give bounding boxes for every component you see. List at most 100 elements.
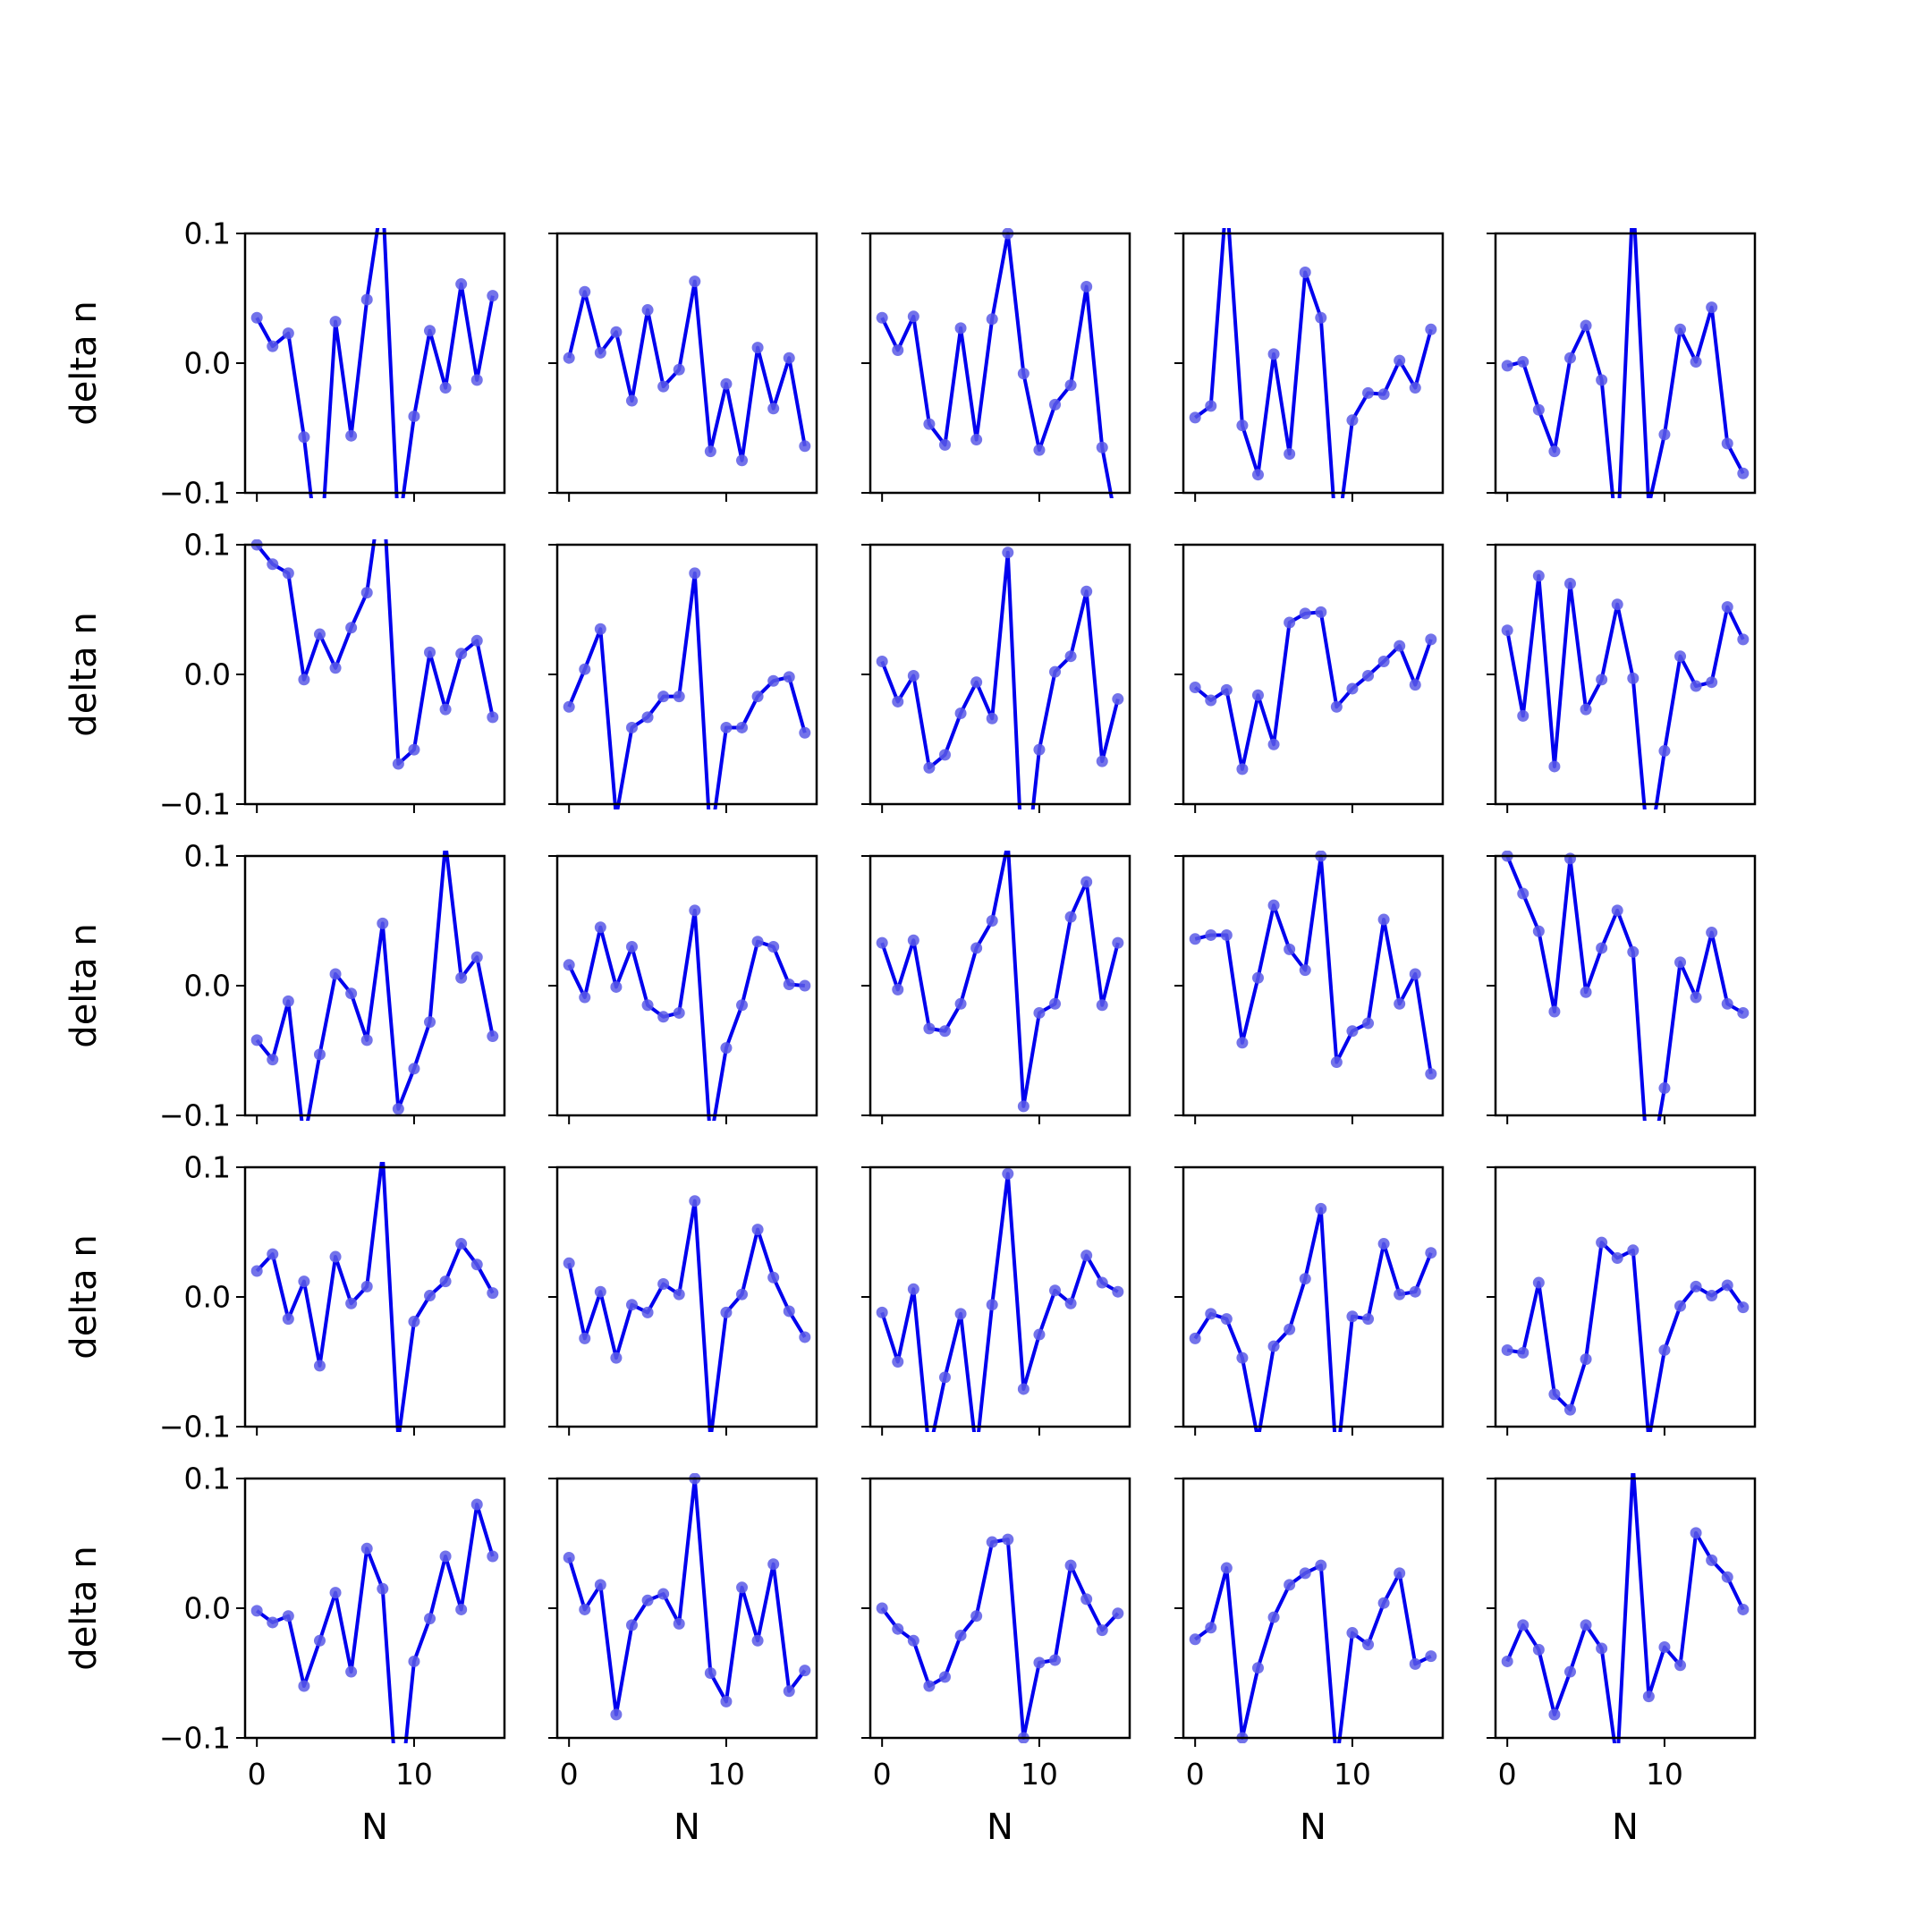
data-point <box>1394 640 1406 652</box>
data-point <box>610 1708 623 1721</box>
data-area <box>250 539 499 770</box>
data-point <box>1611 598 1623 611</box>
data-area <box>563 1473 811 1721</box>
data-point <box>720 1042 733 1055</box>
panel-grid: −0.1 0.0 0.1 delta n −0.1 0.0 0.1 delta n −0.1 0.… <box>64 216 1757 1848</box>
data-point <box>907 1634 919 1647</box>
data-area <box>563 567 811 809</box>
data-point <box>892 344 904 356</box>
data-point <box>487 1550 499 1563</box>
data-point <box>970 1610 983 1623</box>
data-point <box>923 418 936 430</box>
data-point <box>298 1275 310 1288</box>
data-area <box>563 1195 811 1432</box>
data-point <box>408 1063 420 1075</box>
data-point <box>329 316 342 328</box>
data-point <box>439 382 452 394</box>
data-point <box>1080 1593 1093 1606</box>
data-point <box>1205 400 1217 412</box>
data-point <box>1236 763 1249 775</box>
subplot-r0-c2 <box>861 228 1131 502</box>
data-point <box>1532 1276 1545 1289</box>
series-line <box>567 1477 807 1716</box>
data-point <box>799 440 811 453</box>
data-point <box>594 921 606 934</box>
data-point <box>767 941 780 953</box>
data-point <box>1548 760 1561 773</box>
data-point <box>610 326 623 338</box>
data-point <box>1658 1641 1671 1653</box>
y-tick-label: 0.1 <box>184 528 231 563</box>
data-point <box>1596 942 1608 954</box>
data-point <box>783 979 795 991</box>
data-point <box>1377 913 1390 926</box>
data-point <box>1721 1279 1733 1292</box>
data-point <box>1532 570 1545 582</box>
y-axis-label: delta n <box>64 612 105 736</box>
data-point <box>250 311 263 324</box>
data-point <box>408 410 420 422</box>
series-line <box>1194 854 1433 1074</box>
data-point <box>1409 679 1421 691</box>
series-line <box>255 1162 495 1432</box>
data-point <box>1563 852 1576 865</box>
data-point <box>345 1665 358 1678</box>
data-point <box>704 1667 716 1679</box>
y-tick-label: 0.0 <box>184 346 231 381</box>
data-point <box>751 1224 764 1236</box>
data-point <box>1674 650 1687 663</box>
data-point <box>1112 693 1124 706</box>
data-area <box>563 904 811 1121</box>
data-point <box>1658 1082 1671 1095</box>
data-point <box>751 936 764 948</box>
data-point <box>298 1680 310 1692</box>
data-point <box>392 1103 404 1115</box>
data-point <box>345 622 358 634</box>
data-point <box>625 1619 638 1631</box>
data-point <box>1112 1285 1124 1298</box>
data-point <box>1299 267 1311 278</box>
data-point <box>298 674 310 686</box>
data-point <box>1096 441 1108 453</box>
subplot-r0-c0: −0.1 0.0 0.1 delta n <box>64 216 506 511</box>
data-point <box>1112 1607 1124 1620</box>
data-point <box>1611 904 1623 917</box>
series-line <box>880 1172 1119 1432</box>
data-point <box>1706 1554 1718 1566</box>
data-point <box>313 1048 326 1061</box>
data-point <box>563 352 575 364</box>
x-tick-label: 0 <box>560 1757 579 1792</box>
data-point <box>1563 1403 1576 1416</box>
data-point <box>1737 1301 1750 1314</box>
data-point <box>1362 1017 1375 1030</box>
series-line <box>1506 1241 1745 1432</box>
data-point <box>1517 1619 1530 1631</box>
data-point <box>751 1634 764 1647</box>
data-point <box>594 346 606 359</box>
data-point <box>1315 1559 1327 1572</box>
data-point <box>1737 1603 1750 1615</box>
data-point <box>1377 1238 1390 1250</box>
data-point <box>267 1248 279 1260</box>
series-line <box>567 1199 807 1432</box>
data-point <box>313 1634 326 1647</box>
data-point <box>282 1610 294 1623</box>
data-point <box>1049 665 1062 678</box>
data-point <box>923 761 936 774</box>
data-point <box>1706 927 1718 939</box>
y-tick-label: 0.0 <box>184 1591 231 1626</box>
data-area <box>1189 851 1437 1080</box>
data-point <box>1112 936 1124 949</box>
data-area <box>876 547 1124 809</box>
data-point <box>1205 928 1217 941</box>
data-point <box>1049 1284 1062 1297</box>
data-point <box>1548 445 1561 458</box>
data-point <box>579 991 591 1004</box>
y-tick-label: −0.1 <box>159 476 231 511</box>
subplot-r0-c1 <box>548 232 818 502</box>
data-point <box>1189 933 1201 945</box>
series-line <box>880 1538 1120 1740</box>
series-line <box>567 279 807 462</box>
data-point <box>641 304 654 317</box>
